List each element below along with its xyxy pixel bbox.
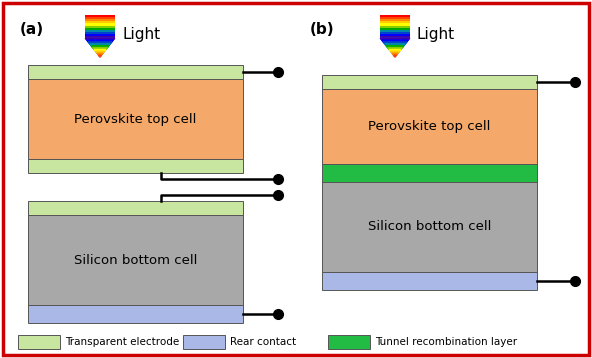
Bar (85, 34, 115, 37)
Polygon shape (388, 48, 401, 49)
Polygon shape (92, 47, 108, 48)
Bar (183, 335, 225, 349)
Bar (85, 23, 115, 26)
Bar (28, 65, 243, 79)
Bar (85, 36, 115, 39)
Bar (85, 28, 115, 30)
Bar (28, 305, 243, 323)
Polygon shape (90, 44, 110, 45)
Polygon shape (98, 54, 102, 55)
Polygon shape (98, 55, 101, 56)
Text: Rear contact: Rear contact (230, 337, 296, 347)
Polygon shape (91, 45, 110, 46)
Bar (28, 201, 243, 215)
Polygon shape (385, 45, 404, 46)
Polygon shape (95, 50, 105, 51)
Polygon shape (391, 52, 398, 53)
Text: (b): (b) (310, 22, 334, 37)
Polygon shape (86, 39, 114, 40)
Bar (380, 32, 410, 34)
Text: Light: Light (123, 28, 161, 43)
Polygon shape (392, 53, 398, 54)
Text: Silicon bottom cell: Silicon bottom cell (368, 221, 491, 233)
Polygon shape (393, 54, 397, 55)
Text: Tunnel recombination layer: Tunnel recombination layer (375, 337, 517, 347)
Polygon shape (381, 39, 409, 40)
Bar (28, 79, 243, 159)
Bar (85, 25, 115, 28)
Polygon shape (85, 38, 115, 39)
Polygon shape (99, 56, 101, 57)
Polygon shape (94, 48, 107, 49)
Bar (85, 17, 115, 20)
Polygon shape (89, 43, 111, 44)
Bar (85, 32, 115, 34)
Bar (380, 30, 410, 32)
Bar (85, 19, 115, 22)
Bar (322, 182, 537, 272)
Bar (18, 335, 60, 349)
Polygon shape (88, 41, 112, 42)
Polygon shape (382, 41, 407, 42)
Polygon shape (394, 56, 395, 57)
Text: Transparent electrode: Transparent electrode (65, 337, 179, 347)
Text: Perovskite top cell: Perovskite top cell (368, 120, 491, 133)
Text: (a): (a) (20, 22, 44, 37)
Bar (328, 335, 370, 349)
Bar (380, 36, 410, 39)
Polygon shape (96, 52, 104, 53)
Polygon shape (391, 51, 400, 52)
Polygon shape (88, 42, 112, 43)
Polygon shape (384, 43, 406, 44)
Polygon shape (383, 42, 407, 43)
Polygon shape (382, 40, 408, 41)
Bar (380, 19, 410, 22)
Bar (85, 30, 115, 32)
Bar (28, 159, 243, 173)
Polygon shape (85, 38, 115, 57)
Polygon shape (386, 46, 404, 47)
Bar (322, 272, 537, 290)
Polygon shape (87, 40, 113, 41)
Polygon shape (385, 44, 406, 45)
Bar (85, 21, 115, 24)
Bar (380, 21, 410, 24)
Bar (322, 164, 537, 182)
Polygon shape (91, 46, 109, 47)
Polygon shape (97, 53, 103, 54)
Polygon shape (380, 38, 410, 39)
Polygon shape (380, 38, 410, 57)
Bar (380, 25, 410, 28)
Bar (380, 23, 410, 26)
Bar (380, 17, 410, 20)
Text: Perovskite top cell: Perovskite top cell (75, 112, 197, 126)
Polygon shape (387, 47, 403, 48)
Polygon shape (94, 49, 106, 50)
Bar (85, 15, 115, 18)
Text: Silicon bottom cell: Silicon bottom cell (74, 253, 197, 266)
Bar (380, 15, 410, 18)
Bar (322, 89, 537, 164)
Bar (380, 34, 410, 37)
Bar (380, 28, 410, 30)
Polygon shape (389, 49, 401, 50)
Bar (28, 215, 243, 305)
Polygon shape (394, 55, 397, 56)
Polygon shape (95, 51, 104, 52)
Bar (322, 75, 537, 89)
Polygon shape (390, 50, 400, 51)
Text: Light: Light (416, 28, 454, 43)
